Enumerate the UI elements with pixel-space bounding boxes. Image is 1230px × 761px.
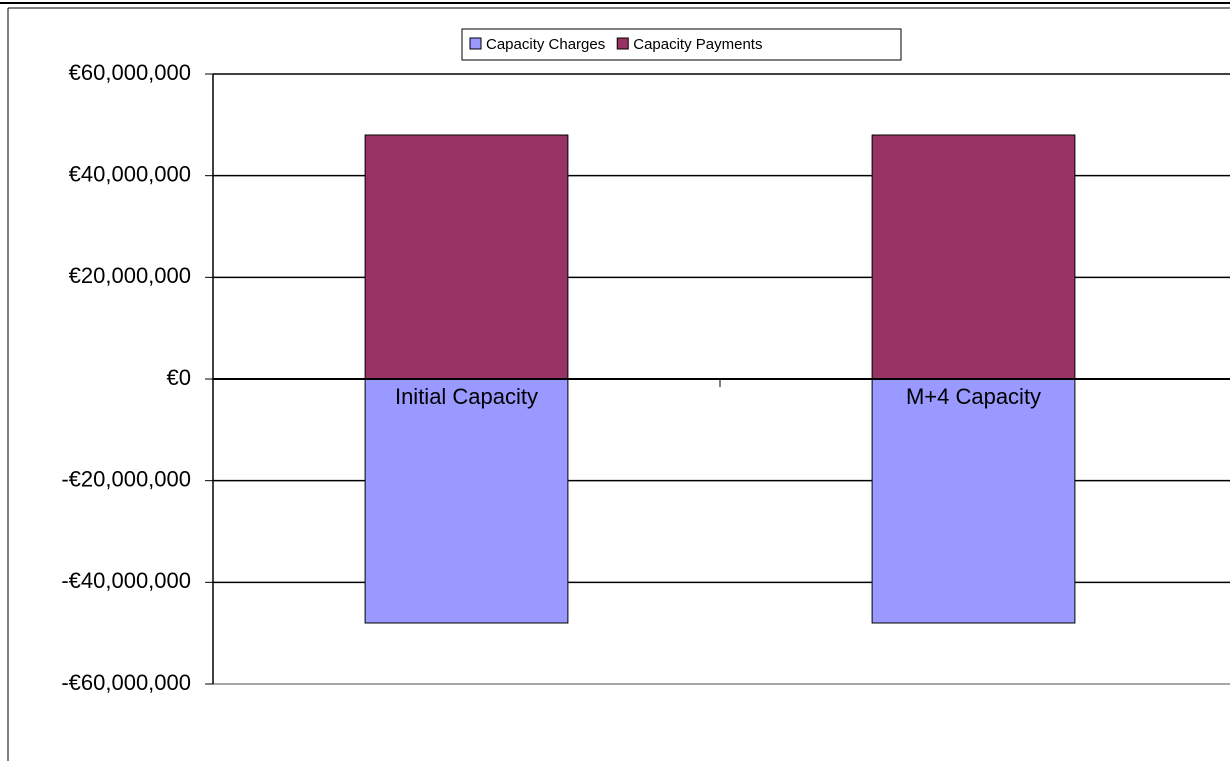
bar: [364, 134, 569, 380]
legend-swatch: [469, 37, 482, 50]
y-tick-label: -€40,000,000: [61, 568, 191, 593]
legend-box: [461, 28, 902, 61]
legend-label: Capacity Charges: [486, 36, 605, 53]
legend-label: Capacity Payments: [633, 36, 762, 53]
bar: [364, 378, 569, 624]
bar: [871, 378, 1076, 624]
x-tick-label: M+4 Capacity: [906, 384, 1041, 409]
y-tick-label: €40,000,000: [69, 161, 191, 186]
y-tick-label: -€60,000,000: [61, 670, 191, 695]
y-tick-label: -€20,000,000: [61, 466, 191, 491]
y-tick-label: €60,000,000: [69, 60, 191, 85]
y-tick-label: €0: [167, 365, 191, 390]
legend-swatch: [616, 37, 629, 50]
x-tick-label: Initial Capacity: [395, 384, 538, 409]
y-tick-label: €20,000,000: [69, 263, 191, 288]
bar: [871, 134, 1076, 380]
